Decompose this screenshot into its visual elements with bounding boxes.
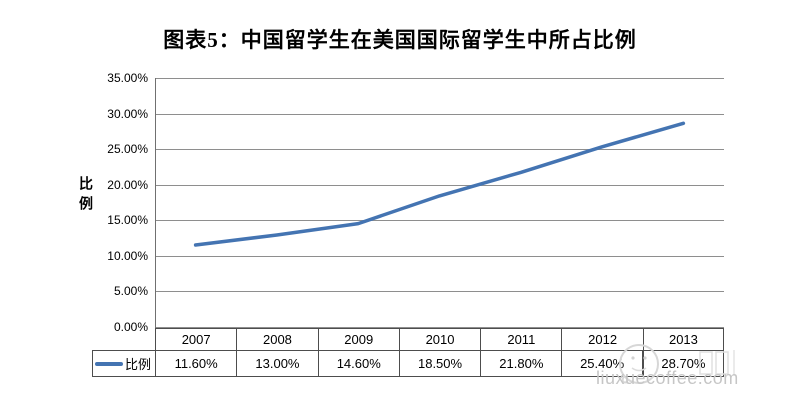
y-tick-label: 5.00% [113,284,148,298]
y-tick-label: 10.00% [107,249,148,263]
watermark-text: liuxuecoffee.com [596,368,739,388]
gridline [155,114,724,115]
value-cell: 13.00% [236,350,318,377]
gridline [155,220,724,221]
table-corner-cell [92,328,155,350]
year-cell: 2011 [480,328,562,350]
value-cell: 18.50% [398,350,481,377]
value-cell: 14.60% [317,350,399,377]
y-tick-label: 25.00% [107,142,148,156]
year-cell: 2012 [561,328,643,350]
y-axis-line [155,78,156,328]
data-table: 2007 2008 2009 2010 2011 2012 2013 比例 11… [92,328,725,377]
value-cell: 25.40% [561,350,643,377]
plot-area [155,78,724,328]
legend-cell: 比例 [92,350,155,377]
chart-title: 图表5：中国留学生在美国国际留学生中所占比例 [163,28,637,52]
series-line [193,121,686,247]
year-cell: 2010 [398,328,481,350]
year-cell: 2008 [236,328,318,350]
value-cell: 28.70% [642,350,725,377]
year-cell: 2009 [317,328,399,350]
value-cell: 21.80% [480,350,562,377]
legend-line-sample [95,361,123,366]
gridline [155,185,724,186]
gridline [155,256,724,257]
y-tick-label: 30.00% [107,107,148,121]
gridline [155,149,724,150]
y-axis-title: 比例 [78,176,94,216]
value-cell: 11.60% [155,350,237,377]
watermark-smiley-icon [619,344,735,384]
y-tick-label: 35.00% [107,71,148,85]
y-tick-label: 15.00% [107,213,148,227]
gridline [155,78,724,79]
y-tick-label: 20.00% [107,178,148,192]
gridline [155,291,724,292]
y-tick-label: 0.00% [113,320,148,334]
legend-label: 比例 [125,357,152,372]
gridline [155,327,724,328]
year-cell: 2007 [155,328,237,350]
year-cell: 2013 [642,328,725,350]
